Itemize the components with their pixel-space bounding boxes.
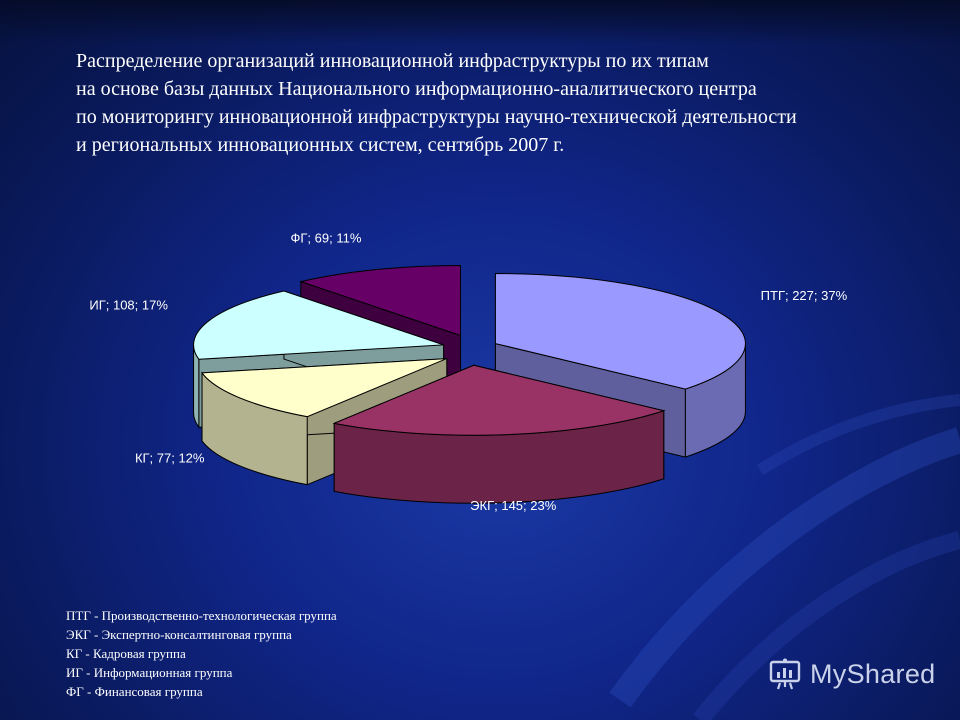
title-line: на основе базы данных Национального инфо… xyxy=(76,78,757,100)
title-line: Распределение организаций инновационной … xyxy=(76,50,709,72)
pie-slice-top xyxy=(299,265,461,337)
data-label-kg: КГ; 77; 12% xyxy=(135,450,205,465)
legend-item-kg: КГ - Кадровая группа xyxy=(66,646,186,661)
top-band xyxy=(0,0,960,44)
presentation-icon xyxy=(769,658,801,690)
data-label-ekg: ЭКГ; 145; 23% xyxy=(470,498,557,513)
data-label-fg: ФГ; 69; 11% xyxy=(291,231,362,246)
title-line: по мониторингу инновационной инфраструкт… xyxy=(76,106,797,128)
title-line: и региональных инновационных систем, сен… xyxy=(76,134,565,156)
pie-slice-top xyxy=(193,290,444,360)
legend-item-ekg: ЭКГ - Экспертно-консалтинговая группа xyxy=(66,627,292,642)
pie-slice-ptg xyxy=(494,273,746,458)
pie-slice-top xyxy=(201,358,447,418)
legend: ПТГ - Производственно-технологическая гр… xyxy=(66,606,586,701)
legend-item-ptg: ПТГ - Производственно-технологическая гр… xyxy=(66,608,337,623)
watermark-logo: MyShared xyxy=(768,656,935,692)
pie-slice-top xyxy=(494,273,746,390)
slide-title: Распределение организаций инновационной … xyxy=(76,47,946,159)
watermark-text: MyShared xyxy=(810,658,936,689)
legend-item-fg: ФГ - Финансовая группа xyxy=(66,684,203,699)
data-label-ig: ИГ; 108; 17% xyxy=(89,298,168,313)
data-label-ptg: ПТГ; 227; 37% xyxy=(761,288,848,303)
pie-slice-top xyxy=(332,364,666,436)
legend-item-ig: ИГ - Информационная группа xyxy=(66,665,233,680)
pie-slice-ekg xyxy=(332,364,666,504)
